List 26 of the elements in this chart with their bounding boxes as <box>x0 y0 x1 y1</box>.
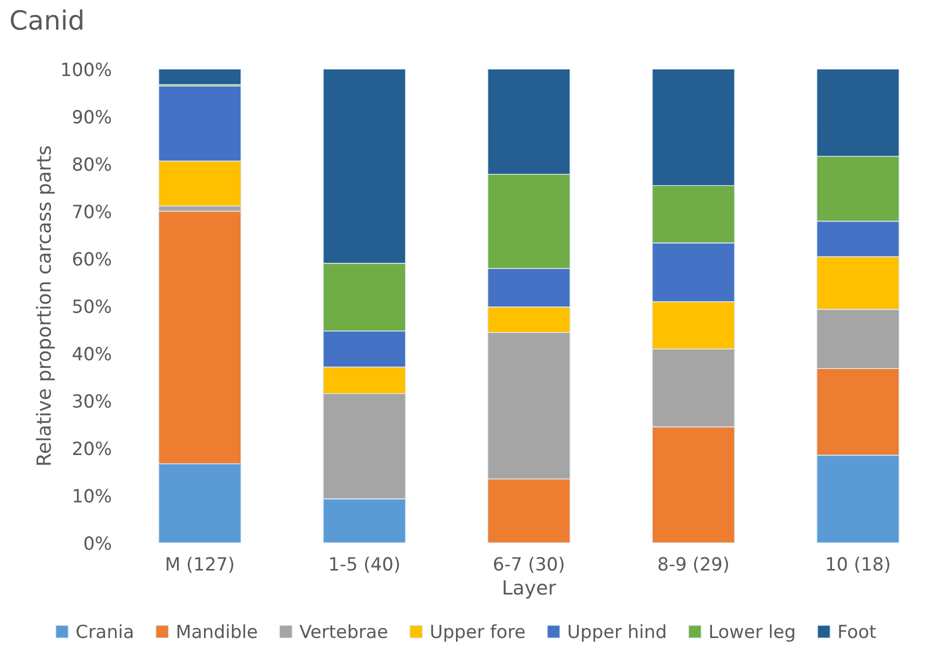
legend-label: Upper hind <box>568 624 666 642</box>
y-tick-label: 100% <box>62 62 111 76</box>
legend-label: Lower leg <box>710 624 794 642</box>
y-tick-label: 70% <box>73 204 111 218</box>
chart-title: Canid <box>10 10 82 30</box>
x-tick-label: 8-9 (29) <box>658 556 728 573</box>
y-tick-label: 0% <box>84 536 111 550</box>
legend-label: Foot <box>839 624 876 638</box>
y-tick-label: 20% <box>73 442 111 456</box>
legend-label: Crania <box>76 624 133 638</box>
y-axis-title: Relative proportion carcass parts <box>36 146 55 465</box>
y-tick-label: 40% <box>72 346 111 360</box>
x-tick-label: 10 (18) <box>827 556 890 573</box>
x-tick-label: M (127) <box>166 556 234 573</box>
x-tick-label: 6-7 (30) <box>494 556 564 573</box>
legend-label: Vertebrae <box>300 624 388 638</box>
y-tick-label: 90% <box>72 110 111 124</box>
y-tick-label: 80% <box>73 157 111 171</box>
y-tick-label: 10% <box>74 488 111 503</box>
legend-label: Mandible <box>177 624 257 638</box>
y-tick-label: 60% <box>73 252 111 266</box>
y-tick-label: 50% <box>73 299 111 314</box>
x-tick-label: 1-5 (40) <box>330 556 399 573</box>
y-tick-label: 30% <box>73 394 111 408</box>
x-axis-title: Layer <box>504 580 556 599</box>
legend-label: Upper fore <box>431 624 525 642</box>
